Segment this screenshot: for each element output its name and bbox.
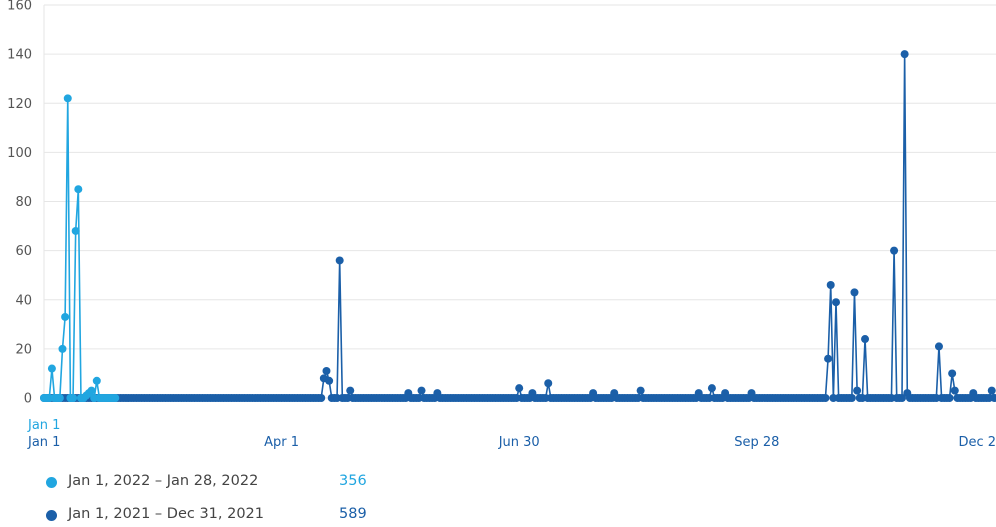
data-point[interactable] — [58, 345, 66, 353]
data-point[interactable] — [827, 281, 835, 289]
series-current — [40, 94, 119, 402]
data-point[interactable] — [948, 369, 956, 377]
x-tick-label-previous: Jan 1 — [27, 435, 60, 450]
data-point[interactable] — [325, 377, 333, 385]
data-point[interactable] — [544, 379, 552, 387]
data-point[interactable] — [861, 335, 869, 343]
data-point[interactable] — [708, 384, 716, 392]
data-point[interactable] — [901, 50, 909, 58]
line-chart: 0 20 40 60 80 100 120 140 160 Jan 1 Apr 1 Jun 30 Se… — [0, 0, 996, 460]
legend-total-previous: 589 — [339, 506, 367, 522]
data-point[interactable] — [61, 313, 69, 321]
data-point[interactable] — [72, 227, 80, 235]
data-point[interactable] — [821, 394, 829, 402]
legend-label-previous: Jan 1, 2021 – Dec 31, 2021 — [68, 506, 264, 522]
y-tick-label: 140 — [7, 48, 32, 63]
x-tick-label-current: Jan 1 — [27, 418, 60, 433]
x-tick-label-previous: Apr 1 — [264, 435, 299, 450]
data-point[interactable] — [850, 288, 858, 296]
data-point[interactable] — [317, 394, 325, 402]
y-tick-label: 160 — [7, 0, 32, 14]
legend-label-current: Jan 1, 2022 – Jan 28, 2022 — [68, 473, 258, 489]
data-point[interactable] — [322, 367, 330, 375]
legend-dot-current — [46, 477, 57, 488]
legend-item-current[interactable]: Jan 1, 2022 – Jan 28, 2022 356 — [46, 472, 446, 494]
data-point[interactable] — [824, 355, 832, 363]
legend-item-previous[interactable]: Jan 1, 2021 – Dec 31, 2021 589 — [46, 505, 446, 527]
x-tick-label-previous: Dec 2 — [958, 435, 996, 450]
data-point[interactable] — [935, 342, 943, 350]
x-tick-label-previous: Sep 28 — [734, 435, 779, 450]
data-point[interactable] — [853, 387, 861, 395]
data-point[interactable] — [418, 387, 426, 395]
data-point[interactable] — [832, 298, 840, 306]
series-line-current — [44, 98, 115, 398]
y-tick-label: 20 — [15, 342, 32, 357]
x-axis-ticks: Jan 1 Apr 1 Jun 30 Sep 28 Dec 2 Jan 1 — [27, 418, 996, 450]
y-tick-label: 80 — [15, 195, 32, 210]
data-point[interactable] — [74, 185, 82, 193]
data-point[interactable] — [988, 387, 996, 395]
x-tick-label-previous: Jun 30 — [498, 435, 540, 450]
series-line-previous — [44, 54, 996, 398]
y-tick-label: 0 — [24, 392, 32, 407]
data-point[interactable] — [848, 394, 856, 402]
data-point[interactable] — [946, 394, 954, 402]
data-point[interactable] — [48, 365, 56, 373]
y-axis-ticks: 0 20 40 60 80 100 120 140 160 — [7, 0, 32, 407]
legend-dot-previous — [46, 510, 57, 521]
y-tick-label: 40 — [15, 293, 32, 308]
data-point[interactable] — [951, 387, 959, 395]
data-point[interactable] — [637, 387, 645, 395]
data-point[interactable] — [346, 387, 354, 395]
data-point[interactable] — [69, 394, 77, 402]
data-point[interactable] — [56, 394, 64, 402]
data-point[interactable] — [111, 394, 119, 402]
y-tick-label: 60 — [15, 244, 32, 259]
y-tick-label: 100 — [7, 146, 32, 161]
data-point[interactable] — [93, 377, 101, 385]
data-point[interactable] — [890, 247, 898, 255]
data-point[interactable] — [88, 387, 96, 395]
data-point[interactable] — [64, 94, 72, 102]
data-point[interactable] — [336, 256, 344, 264]
data-point[interactable] — [515, 384, 523, 392]
legend-total-current: 356 — [339, 473, 367, 489]
y-tick-label: 120 — [7, 97, 32, 112]
